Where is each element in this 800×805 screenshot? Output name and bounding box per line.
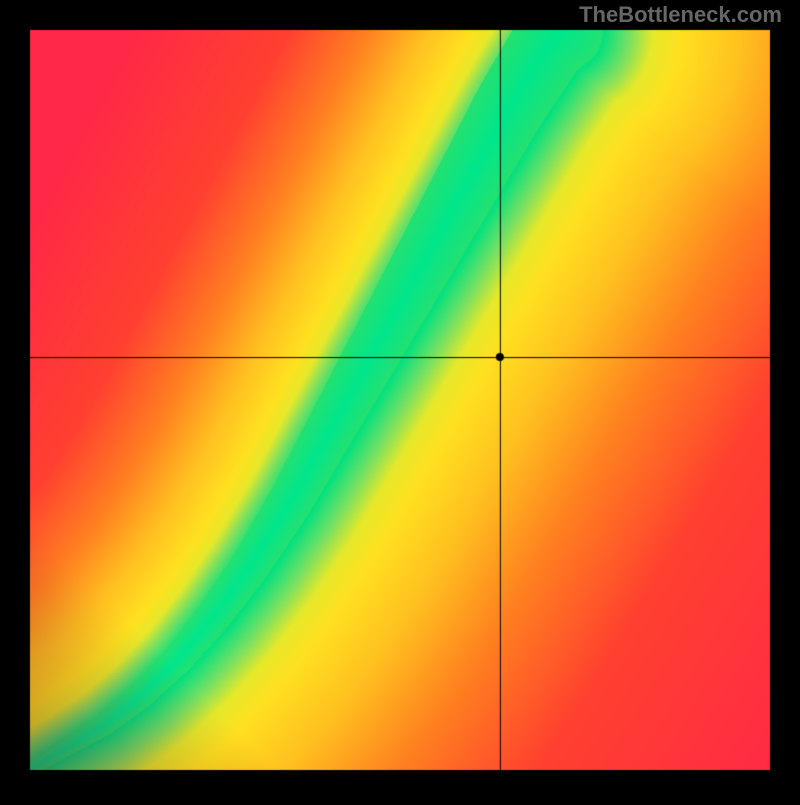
bottleneck-heatmap (0, 0, 800, 805)
heatmap-canvas (0, 0, 800, 800)
watermark-text: TheBottleneck.com (579, 2, 782, 28)
